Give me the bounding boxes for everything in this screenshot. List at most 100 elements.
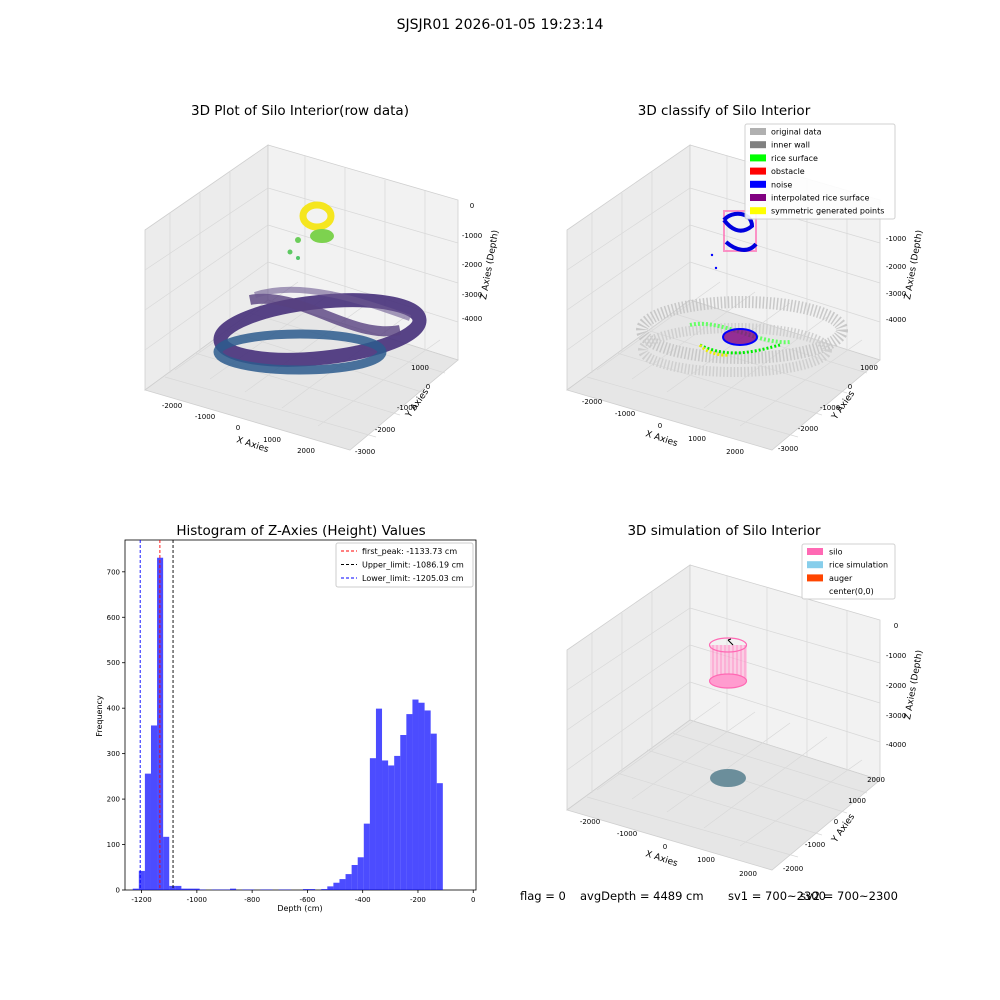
z-tick: -1000: [462, 232, 482, 240]
panel-classify-3d: -2000 -1000 0 1000 2000 1000 0 -1000 -20…: [566, 123, 925, 456]
x-tick: 0: [236, 424, 240, 432]
histogram-bar: [418, 702, 425, 890]
silo-cylinder: [708, 637, 748, 689]
legend-label: noise: [771, 180, 792, 189]
histogram-bar: [150, 725, 158, 890]
y-tick: -2000: [375, 426, 395, 434]
histogram-bar: [400, 735, 407, 890]
z-tick: -4000: [886, 741, 906, 749]
x-tick-label: -400: [355, 896, 371, 904]
legend-label: original data: [771, 128, 822, 137]
z-tick: -1000: [886, 235, 906, 243]
histogram-bar: [333, 882, 340, 890]
x-tick: -2000: [580, 818, 600, 826]
y-tick: -3000: [355, 448, 375, 456]
x-tick: 1000: [697, 856, 715, 864]
x-tick-label: -600: [299, 896, 315, 904]
x-tick: -1000: [615, 410, 635, 418]
y-tick: -1000: [397, 404, 417, 412]
legend-label: Lower_limit: -1205.03 cm: [362, 574, 464, 583]
z-tick: -2000: [886, 263, 906, 271]
auger-marker: [727, 638, 734, 646]
histogram-bar: [339, 879, 346, 890]
y-tick-label: 300: [107, 750, 120, 758]
legend-swatch: [750, 167, 766, 175]
status-flag: flag = 0: [520, 889, 566, 903]
histogram-bar: [345, 874, 352, 890]
histogram-bar: [363, 823, 370, 890]
y-tick-label: 100: [107, 841, 120, 849]
legend-label: Upper_limit: -1086.19 cm: [362, 561, 464, 570]
x-tick: -2000: [162, 402, 182, 410]
x-tick: 2000: [739, 870, 757, 878]
histogram-bar: [382, 760, 389, 890]
z-tick: -2000: [462, 261, 482, 269]
y-tick: -2000: [783, 865, 803, 873]
histogram-bar: [193, 888, 200, 890]
histogram-title: Histogram of Z-Axies (Height) Values: [176, 523, 426, 539]
y-axis-label: Frequency: [95, 695, 104, 737]
histogram-bar: [169, 885, 176, 890]
legend-swatch: [807, 574, 823, 582]
legend-label: auger: [829, 574, 853, 583]
x-tick: -1000: [195, 413, 215, 421]
histogram-bar: [181, 888, 188, 890]
y-tick: -1000: [805, 841, 825, 849]
x-tick-label: -1000: [187, 896, 207, 904]
x-tick: -1000: [617, 830, 637, 838]
z-tick: 0: [470, 202, 474, 210]
histogram-panel: -1200 -1000 -800 -600 -400 -200 0 0 100 200 300 40…: [95, 539, 477, 913]
histogram-bar: [157, 557, 164, 890]
simulation-legend: silo rice simulation auger center(0,0): [801, 543, 896, 600]
histogram-bar: [430, 733, 437, 890]
histogram-bar: [327, 886, 334, 890]
y-tick-label: 200: [107, 796, 120, 804]
x-axis-label: X Axies: [644, 849, 679, 869]
legend-label: rice simulation: [829, 561, 888, 570]
legend-swatch: [750, 154, 766, 162]
top-sensor-cloud: [287, 201, 335, 260]
figure-title: SJSJR01 2026-01-05 19:23:14: [396, 17, 604, 33]
x-axis-label: Depth (cm): [277, 904, 322, 913]
y-tick: 1000: [411, 364, 429, 372]
panel-title-simulation: 3D simulation of Silo Interior: [627, 523, 821, 539]
panel-raw-data-3d: -2000 -1000 0 1000 2000 1000 0 -1000 -20…: [144, 144, 501, 456]
legend-swatch: [807, 548, 823, 555]
y-tick: -3000: [778, 445, 798, 453]
y-tick: 2000: [867, 776, 885, 784]
z-axis-label: Z Axies (Depth): [903, 229, 925, 300]
histogram-bar: [175, 885, 182, 890]
x-tick: -2000: [582, 398, 602, 406]
histogram-bar: [375, 708, 383, 890]
legend-swatch: [807, 561, 823, 569]
y-tick: 1000: [848, 797, 866, 805]
legend-swatch: [750, 180, 766, 188]
y-tick: 0: [848, 383, 852, 391]
histogram-bar: [309, 889, 316, 890]
x-tick-label: -800: [244, 896, 260, 904]
x-tick-label: 0: [471, 896, 475, 904]
legend-swatch: [750, 207, 766, 215]
x-tick: 1000: [688, 435, 706, 443]
legend-label: silo: [829, 548, 843, 557]
y-tick-label: 600: [107, 614, 120, 622]
x-tick: 0: [658, 422, 662, 430]
legend-label: first_peak: -1133.73 cm: [362, 547, 457, 556]
panel-title-raw-data: 3D Plot of Silo Interior(row data): [191, 103, 409, 119]
histogram-bar: [302, 889, 310, 890]
y-tick: 1000: [860, 364, 878, 372]
z-tick: -3000: [886, 712, 906, 720]
z-axis-label: Z Axies (Depth): [479, 229, 501, 300]
histogram-bar: [394, 755, 401, 890]
histogram-bar: [406, 714, 413, 890]
histogram-bar: [369, 758, 376, 890]
x-ticks: -1200 -1000 -800 -600 -400 -200 0: [131, 890, 475, 904]
legend-label: interpolated rice surface: [771, 194, 869, 203]
z-tick: -3000: [462, 291, 482, 299]
classified-cloud: [636, 210, 848, 377]
z-tick: 0: [894, 622, 898, 630]
y-tick-label: 500: [107, 659, 120, 667]
z-tick: -3000: [886, 290, 906, 298]
x-tick-label: -1200: [131, 896, 151, 904]
